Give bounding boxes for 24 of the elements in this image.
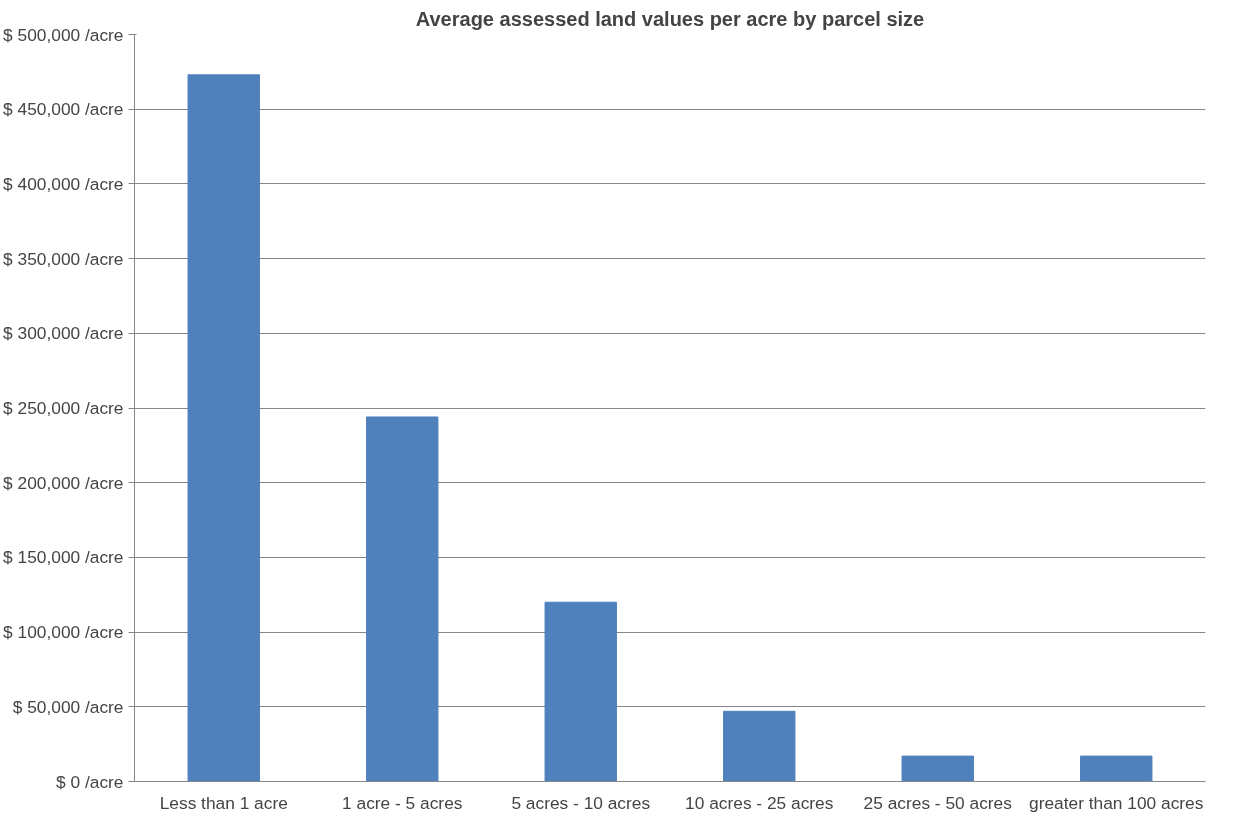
y-tick-label: $ 250,000 /acre — [3, 398, 124, 418]
x-tick-label: 25 acres - 50 acres — [863, 792, 1013, 813]
y-tick-label: $ 50,000 /acre — [12, 696, 124, 717]
bar — [1080, 755, 1153, 782]
y-tick-label: $ 100,000 /acre — [3, 622, 124, 643]
y-tick-label: $ 400,000 /acre — [3, 173, 124, 194]
chart-title: Average assessed land values per acre by parcel size — [415, 7, 925, 30]
bar — [723, 710, 796, 782]
bar — [901, 755, 974, 782]
y-tick-label: $ 300,000 /acre — [3, 323, 124, 344]
y-tick-label: $ 450,000 /acre — [3, 99, 124, 120]
x-tick-label: 5 acres - 10 acres — [511, 792, 651, 813]
y-tick-label: $ 0 /acre — [56, 771, 124, 792]
y-tick-label: $ 500,000 /acre — [3, 24, 124, 45]
x-tick-label: Less than 1 acre — [159, 792, 288, 813]
x-tick-label: greater than 100 acres — [1029, 792, 1204, 813]
y-tick-label: $ 200,000 /acre — [3, 472, 124, 493]
bar — [187, 74, 260, 782]
x-tick-label: 10 acres - 25 acres — [685, 792, 834, 813]
x-tick-label: 1 acre - 5 acres — [342, 792, 463, 813]
y-tick-label: $ 350,000 /acre — [3, 248, 124, 269]
y-tick-label: $ 150,000 /acre — [3, 547, 124, 568]
bar — [544, 601, 617, 782]
bar — [366, 416, 439, 782]
